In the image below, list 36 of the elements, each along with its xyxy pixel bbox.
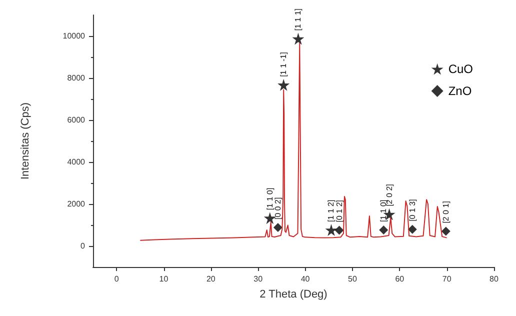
annotation: [0 1 3] bbox=[408, 199, 417, 222]
annotation: [0 0 2] bbox=[273, 197, 282, 220]
point bbox=[292, 32, 304, 45]
point bbox=[441, 226, 450, 236]
y-tick-label: 4000 bbox=[67, 158, 86, 166]
point bbox=[273, 223, 282, 232]
point bbox=[379, 226, 388, 235]
y-tick-label: 0 bbox=[80, 242, 86, 250]
x-axis-title: 2 Theta (Deg) bbox=[260, 288, 328, 300]
x-tick-label: 0 bbox=[114, 274, 120, 284]
annotation: [2 0 1] bbox=[441, 201, 450, 224]
x-tick-label: 10 bbox=[159, 274, 169, 284]
point bbox=[408, 224, 417, 234]
y-tick-label: 6000 bbox=[67, 116, 86, 124]
point bbox=[278, 78, 290, 91]
x-tick-label: 20 bbox=[206, 274, 216, 284]
annotation: [1 1 -1] bbox=[279, 52, 288, 77]
y-tick-label: 2000 bbox=[67, 200, 86, 208]
x-tick-label: 50 bbox=[348, 274, 358, 284]
point bbox=[264, 212, 276, 224]
y-tick-label: 8000 bbox=[67, 74, 86, 82]
y-tick-label: 10000 bbox=[62, 32, 86, 40]
annotation: [1 1 1] bbox=[294, 8, 303, 31]
x-tick-label: 70 bbox=[442, 274, 452, 284]
x-tick-label: 80 bbox=[490, 274, 499, 284]
annotation: [1 1 0] bbox=[265, 188, 274, 210]
x-tick-label: 60 bbox=[395, 274, 405, 284]
x-tick-label: 40 bbox=[300, 274, 310, 284]
point bbox=[334, 226, 344, 235]
point bbox=[325, 224, 338, 236]
x-tick-label: 30 bbox=[254, 274, 264, 284]
annotation: [0 1 2] bbox=[334, 200, 344, 222]
y-axis-title: Intensitas (Cps) bbox=[20, 102, 32, 180]
annotation: [1 1 2] bbox=[326, 200, 336, 222]
legend-label: ZnO bbox=[448, 84, 472, 98]
legend-label: CuO bbox=[448, 62, 474, 76]
